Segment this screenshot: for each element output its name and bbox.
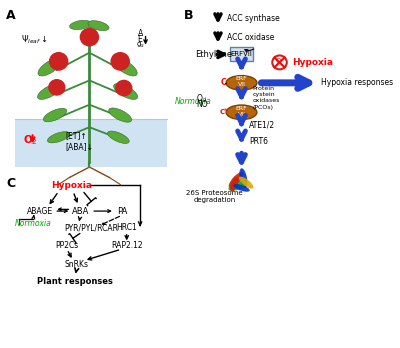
Ellipse shape: [233, 184, 250, 192]
Text: O: O: [276, 58, 281, 64]
Text: ABA: ABA: [72, 207, 89, 216]
Ellipse shape: [239, 168, 247, 188]
Circle shape: [50, 53, 68, 70]
Text: 26S Proteosome
degradation: 26S Proteosome degradation: [186, 190, 243, 204]
Text: C: C: [220, 109, 225, 115]
Ellipse shape: [239, 176, 254, 189]
Ellipse shape: [70, 20, 91, 30]
Text: SnRKs: SnRKs: [65, 260, 89, 269]
Ellipse shape: [108, 131, 129, 143]
Ellipse shape: [88, 21, 109, 31]
Text: Hypoxia: Hypoxia: [51, 181, 92, 190]
Ellipse shape: [38, 58, 61, 76]
Text: B: B: [184, 9, 193, 22]
Circle shape: [80, 29, 98, 46]
Ellipse shape: [230, 177, 238, 192]
Text: PYR/PYL/RCAR: PYR/PYL/RCAR: [64, 223, 118, 232]
Circle shape: [111, 53, 129, 70]
Circle shape: [116, 80, 132, 96]
Text: Hypoxia: Hypoxia: [292, 58, 333, 67]
Text: ACC oxidase: ACC oxidase: [227, 33, 274, 42]
Ellipse shape: [109, 108, 132, 122]
Text: [ABA]↓: [ABA]↓: [65, 142, 93, 151]
Text: PA: PA: [117, 207, 127, 216]
Ellipse shape: [114, 84, 138, 100]
Ellipse shape: [43, 108, 67, 122]
Text: [ET]↑: [ET]↑: [65, 132, 87, 140]
Text: E: E: [138, 35, 142, 44]
Text: ERF
VII: ERF VII: [236, 106, 247, 117]
Text: O$_2$: O$_2$: [196, 92, 207, 105]
Ellipse shape: [226, 76, 257, 90]
Text: C: C: [6, 177, 15, 190]
Ellipse shape: [226, 105, 257, 120]
Text: PP2Cs: PP2Cs: [55, 240, 78, 250]
Text: O$_2$: O$_2$: [23, 133, 38, 147]
Text: HRC1: HRC1: [116, 223, 137, 232]
Text: $\Psi_{leaf}$$\downarrow$: $\Psi_{leaf}$$\downarrow$: [21, 33, 47, 46]
Text: ATE1/2: ATE1/2: [249, 121, 275, 130]
Text: ACC synthase: ACC synthase: [227, 14, 280, 23]
Text: RAP2.12: RAP2.12: [111, 240, 142, 250]
Text: Normoxia: Normoxia: [14, 219, 51, 228]
Text: C: C: [220, 78, 226, 87]
FancyBboxPatch shape: [230, 47, 254, 61]
Text: ERFVII: ERFVII: [230, 52, 252, 57]
Text: NO: NO: [196, 100, 208, 109]
Text: g$_s$: g$_s$: [136, 40, 144, 50]
Ellipse shape: [228, 182, 247, 191]
Text: Protein
cystein
oxidases
(PCOs): Protein cystein oxidases (PCOs): [252, 86, 280, 110]
Text: ABAGE: ABAGE: [27, 207, 53, 216]
Text: Hypoxia responses: Hypoxia responses: [321, 78, 393, 87]
Circle shape: [49, 80, 65, 95]
Text: A: A: [138, 29, 143, 38]
Text: Normoxia: Normoxia: [175, 97, 212, 106]
Text: *: *: [224, 108, 227, 113]
Text: Plant responses: Plant responses: [37, 277, 113, 286]
Text: Ethylene: Ethylene: [196, 50, 233, 59]
Text: PRT6: PRT6: [249, 136, 268, 145]
Text: ERF
VII: ERF VII: [236, 77, 247, 87]
Ellipse shape: [38, 84, 62, 100]
Ellipse shape: [48, 132, 70, 143]
Ellipse shape: [114, 58, 137, 76]
Ellipse shape: [229, 172, 244, 188]
Polygon shape: [15, 119, 167, 167]
Text: A: A: [6, 9, 16, 22]
